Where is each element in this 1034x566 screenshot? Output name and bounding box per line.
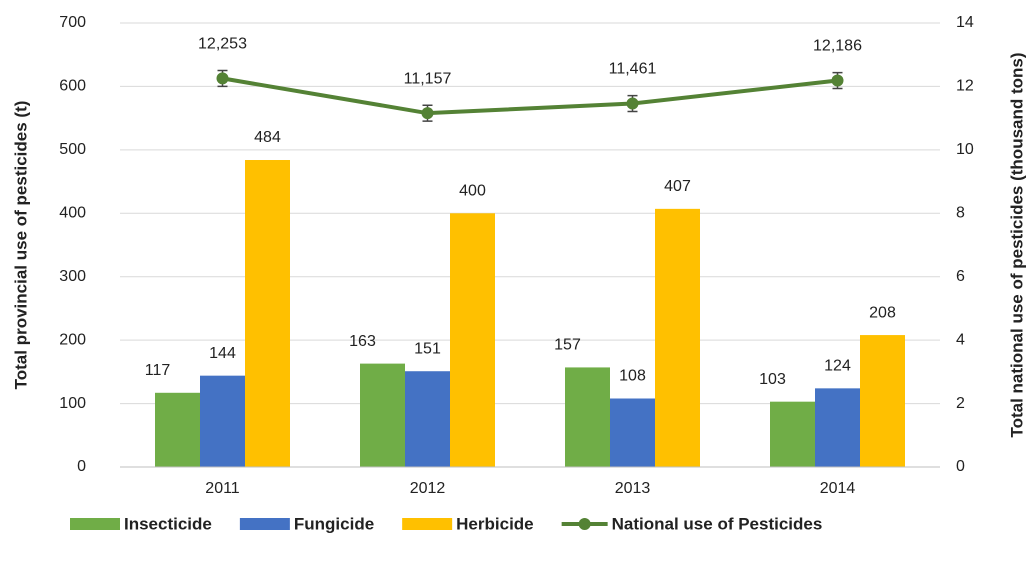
data-label: 157	[554, 337, 581, 354]
bar	[360, 363, 405, 467]
x-tick-label: 2011	[205, 480, 240, 497]
x-tick-label: 2012	[410, 480, 446, 497]
legend-swatch	[70, 518, 120, 530]
line-point	[421, 107, 434, 120]
bar	[405, 371, 450, 467]
y2-tick-label: 14	[956, 14, 974, 31]
bar	[245, 160, 290, 467]
bar	[770, 401, 815, 467]
legend-label: Herbicide	[456, 514, 533, 533]
y2-tick-label: 12	[956, 78, 974, 95]
data-label: 108	[619, 368, 646, 385]
y-tick-label: 100	[59, 395, 86, 412]
y-tick-label: 0	[77, 458, 86, 475]
y2-tick-label: 6	[956, 268, 965, 285]
data-label: 12,253	[198, 36, 247, 53]
y-tick-label: 200	[59, 331, 86, 348]
data-label: 484	[254, 129, 281, 146]
y2-tick-label: 4	[956, 331, 965, 348]
bar	[610, 398, 655, 467]
data-label: 117	[145, 362, 171, 379]
y2-tick-label: 2	[956, 395, 965, 412]
data-label: 400	[459, 183, 486, 200]
line	[222, 76, 838, 116]
data-label: 11,461	[609, 61, 657, 78]
y2-axis-title: Total national use of pesticides (thousa…	[1007, 52, 1026, 437]
x-tick-label: 2013	[615, 480, 651, 497]
data-label: 163	[349, 333, 376, 350]
legend-label: Fungicide	[294, 514, 374, 533]
data-label: 407	[664, 178, 691, 195]
y-tick-label: 600	[59, 78, 86, 95]
line-point	[626, 97, 639, 110]
legend-swatch	[402, 518, 453, 530]
data-label: 144	[209, 345, 236, 362]
line-point	[831, 74, 844, 87]
legend-label: National use of Pesticides	[612, 514, 823, 533]
data-label: 151	[414, 340, 441, 357]
y2-tick-label: 10	[956, 141, 974, 158]
data-label: 12,186	[813, 38, 862, 55]
y-tick-label: 500	[59, 141, 86, 158]
line-point	[216, 72, 229, 85]
bar	[450, 213, 495, 467]
bar	[655, 208, 700, 468]
y-tick-label: 400	[59, 205, 86, 222]
x-tick-label: 2014	[820, 480, 856, 497]
bar	[565, 367, 610, 467]
data-label: 103	[759, 371, 786, 388]
data-label: 208	[869, 304, 896, 321]
y-tick-label: 300	[59, 268, 86, 285]
legend-swatch	[239, 518, 290, 530]
bar	[860, 335, 905, 467]
data-label: 124	[824, 358, 851, 375]
y-tick-label: 700	[59, 14, 86, 31]
y2-tick-label: 8	[956, 205, 965, 222]
legend-label: Insecticide	[124, 514, 212, 533]
bar	[815, 388, 860, 467]
data-label: 11,157	[404, 70, 452, 87]
y-axis-title: Total provincial use of pesticides (t)	[11, 101, 30, 390]
y2-tick-label: 0	[956, 458, 965, 475]
bar	[200, 375, 245, 467]
legend-marker	[578, 518, 591, 530]
bar	[155, 392, 200, 467]
